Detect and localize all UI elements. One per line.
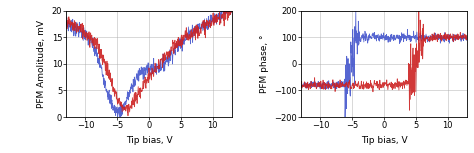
Y-axis label: PFM phase, °: PFM phase, ° <box>260 35 269 93</box>
Y-axis label: PFM Amolitude, mV: PFM Amolitude, mV <box>37 20 46 108</box>
X-axis label: Tip bias, V: Tip bias, V <box>126 136 173 145</box>
X-axis label: Tip bias, V: Tip bias, V <box>361 136 408 145</box>
